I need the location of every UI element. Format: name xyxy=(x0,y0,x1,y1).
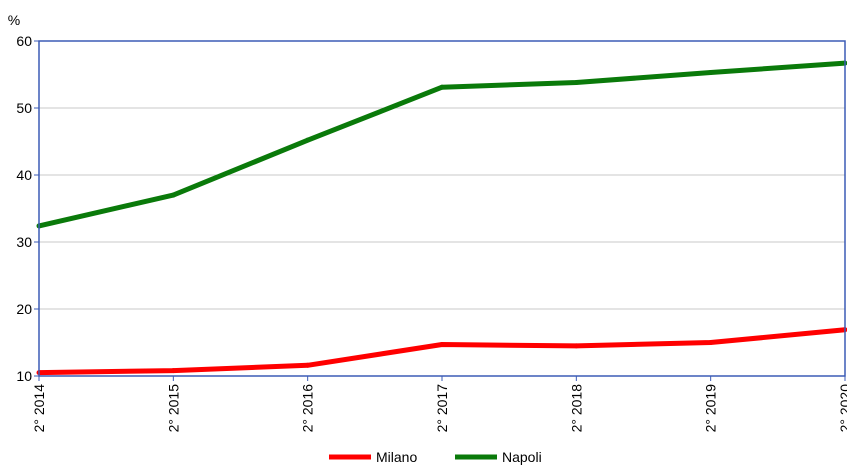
legend: Milano Napoli xyxy=(329,449,542,465)
data-point-napoli xyxy=(573,80,579,86)
y-tick-label: 10 xyxy=(16,368,32,384)
data-point-milano xyxy=(573,343,579,349)
legend-item-milano: Milano xyxy=(329,449,417,465)
x-tick-label: 2° 2020 xyxy=(837,384,847,433)
plot-frame xyxy=(38,40,846,377)
y-tick-label: 20 xyxy=(16,301,32,317)
data-point-napoli xyxy=(439,84,445,90)
data-point-milano xyxy=(439,342,445,348)
y-tick-label: 60 xyxy=(16,33,32,49)
x-tick-label: 2° 2018 xyxy=(568,384,584,433)
gridlines xyxy=(39,40,845,377)
data-point-napoli xyxy=(708,69,714,75)
legend-item-napoli: Napoli xyxy=(455,449,542,465)
y-tick-label: 30 xyxy=(16,234,32,250)
y-tick-label: 40 xyxy=(16,167,32,183)
x-tick-label: 2° 2019 xyxy=(703,384,719,433)
data-point-milano xyxy=(305,362,311,368)
legend-label: Napoli xyxy=(502,449,542,465)
x-tick-label: 2° 2015 xyxy=(165,384,181,433)
data-point-milano xyxy=(170,368,176,374)
legend-label: Milano xyxy=(376,449,417,465)
series-lines xyxy=(36,60,847,376)
x-axis-ticks: 2° 2014 2° 2015 2° 2016 2° 2017 2° 2018 2° 20… xyxy=(31,376,847,432)
x-tick-label: 2° 2014 xyxy=(31,384,47,433)
y-axis-ticks: 10 20 30 40 50 60 xyxy=(16,33,39,384)
x-tick-label: 2° 2017 xyxy=(434,384,450,433)
data-point-napoli xyxy=(305,137,311,143)
y-axis-unit-label: % xyxy=(8,12,20,28)
x-tick-label: 2° 2016 xyxy=(300,384,316,433)
y-tick-label: 50 xyxy=(16,100,32,116)
data-point-napoli xyxy=(170,192,176,198)
series-line-milano xyxy=(38,327,846,376)
data-point-milano xyxy=(708,340,714,345)
